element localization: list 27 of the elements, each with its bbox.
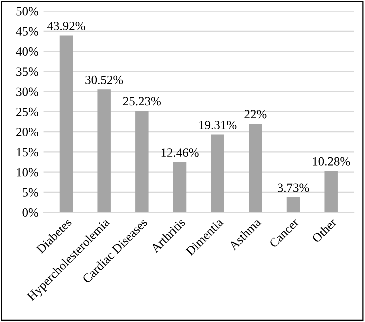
data-label: 22% xyxy=(244,110,267,119)
y-tick-label: 25% xyxy=(16,108,39,116)
y-tick-label: 35% xyxy=(16,68,39,76)
y-tick-label: 40% xyxy=(16,48,39,56)
bar xyxy=(324,171,338,213)
y-tick-label: 45% xyxy=(16,27,39,36)
y-tick-label: 30% xyxy=(16,88,39,96)
bar xyxy=(286,198,300,213)
data-label: 25.23% xyxy=(123,97,162,106)
y-tick-label: 10% xyxy=(17,168,39,177)
bar xyxy=(98,90,111,213)
y-tick-label: 20% xyxy=(16,128,39,137)
data-label: 19.31% xyxy=(200,121,237,130)
y-tick-label: 50% xyxy=(16,7,39,16)
bar xyxy=(211,134,224,213)
data-label: 12.46% xyxy=(162,148,199,158)
y-tick-label: 0% xyxy=(22,208,39,218)
y-tick-label: 5% xyxy=(23,188,39,197)
y-tick-label: 15% xyxy=(17,148,39,157)
bar xyxy=(173,162,187,213)
data-label: 10.28% xyxy=(313,157,350,166)
bar xyxy=(136,110,149,213)
data-label: 30.52% xyxy=(86,76,124,84)
data-label: 43.92% xyxy=(47,22,86,30)
bar xyxy=(60,36,74,213)
data-label: 3.73% xyxy=(278,184,310,192)
bar xyxy=(249,124,262,213)
